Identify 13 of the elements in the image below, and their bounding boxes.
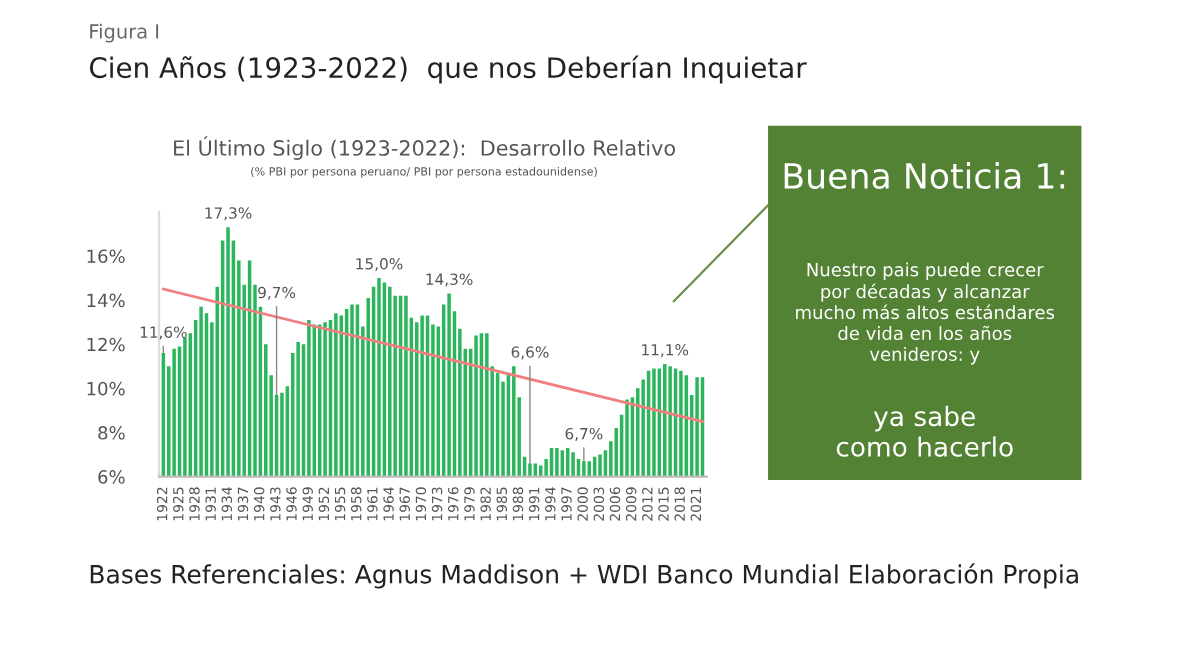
y-tick-label: 14% [87, 293, 125, 308]
y-tick-label: 10% [87, 381, 125, 396]
y-tick-label: 8% [98, 425, 125, 440]
y-tick-label: 16% [87, 249, 125, 264]
text: Nuestro pais puede crecer por décadas y alcanzar mucho más altos estándares de vida en los años venideros: y [796, 262, 1055, 365]
text: ya sabe como hacerlo [836, 405, 1013, 457]
chart-title: El Último Siglo (1923-2022): Desarrollo Relativo [174, 136, 675, 160]
text: Figura I [90, 23, 159, 43]
y-tick-label: 12% [87, 337, 125, 352]
text: Buena Noticia 1: [784, 162, 1065, 189]
text: Bases Referenciales: Agnus Maddison + WDI Banco Mundial Elaboración Propia [90, 563, 1078, 589]
y-tick-label: 6% [98, 470, 125, 484]
text: Cien Años (1923-2022) que nos Deberían Inquietar [89, 55, 807, 84]
